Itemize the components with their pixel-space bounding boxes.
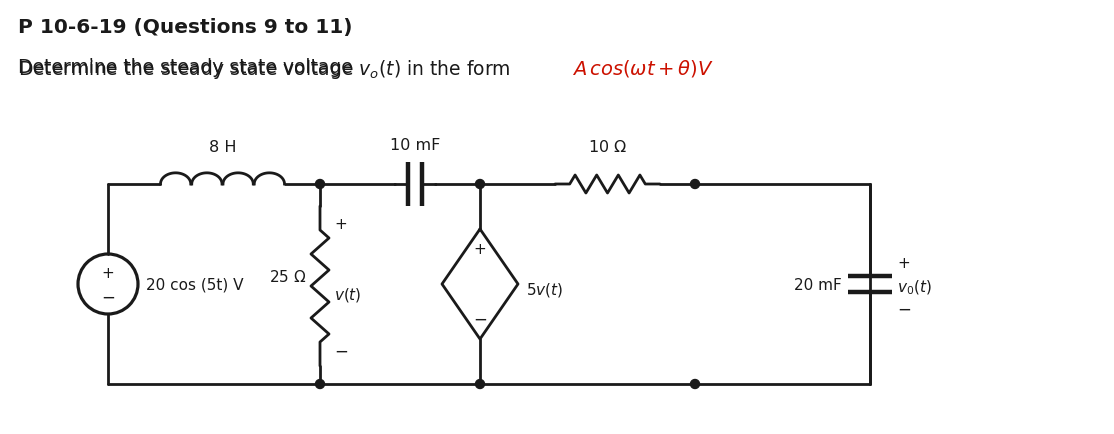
Text: −: − — [897, 300, 911, 318]
Text: 5$v(t)$: 5$v(t)$ — [526, 280, 564, 298]
Circle shape — [476, 380, 485, 388]
Text: Determine the steady state voltage: Determine the steady state voltage — [18, 58, 359, 77]
Circle shape — [315, 380, 324, 388]
Text: 20 cos (5t) V: 20 cos (5t) V — [146, 277, 244, 292]
Text: +: + — [897, 255, 910, 270]
Circle shape — [691, 180, 700, 189]
Text: 25 $\Omega$: 25 $\Omega$ — [268, 268, 306, 284]
Text: 20 mF: 20 mF — [794, 277, 842, 292]
Text: $v_0(t)$: $v_0(t)$ — [897, 278, 931, 296]
Text: 10 mF: 10 mF — [390, 138, 440, 153]
Text: 10 $\Omega$: 10 $\Omega$ — [588, 139, 627, 155]
Text: +: + — [334, 217, 346, 232]
Text: −: − — [101, 288, 115, 306]
Text: +: + — [101, 266, 115, 281]
Circle shape — [691, 380, 700, 388]
Text: Determine the steady state voltage $v_o(t)$ in the form: Determine the steady state voltage $v_o(… — [18, 58, 512, 81]
Text: −: − — [334, 342, 348, 360]
Text: −: − — [473, 310, 487, 328]
Text: P 10-6-19 (Questions 9 to 11): P 10-6-19 (Questions 9 to 11) — [18, 18, 352, 37]
Text: $\mathit{A}\,\mathit{cos}(\mathit{\omega t}+\mathit{\theta})\mathit{V}$: $\mathit{A}\,\mathit{cos}(\mathit{\omega… — [571, 58, 714, 79]
Text: +: + — [473, 242, 487, 257]
Circle shape — [476, 180, 485, 189]
Text: 8 H: 8 H — [208, 140, 236, 155]
Text: $v(t)$: $v(t)$ — [334, 285, 362, 303]
Circle shape — [315, 180, 324, 189]
